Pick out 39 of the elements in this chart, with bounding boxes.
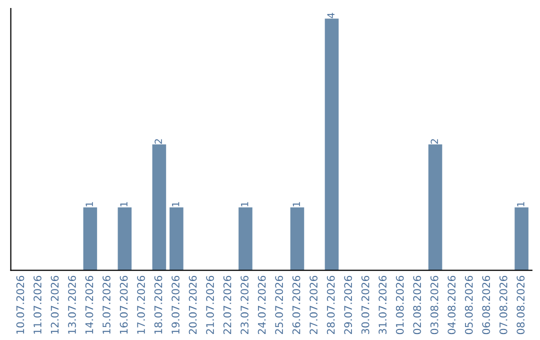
x-tick-label: 31.07.2026: [378, 276, 387, 334]
x-tick-label: 17.07.2026: [137, 276, 145, 334]
data-label: 1: [292, 202, 300, 206]
data-label: 1: [172, 202, 180, 206]
x-tick-label: 29.07.2026: [344, 276, 352, 334]
x-tick-label: 12.07.2026: [50, 276, 59, 334]
x-tick-label: 16.07.2026: [120, 276, 128, 334]
x-tick-label: 20.07.2026: [188, 276, 197, 334]
data-label: 1: [517, 202, 524, 206]
x-tick-label: 21.07.2026: [206, 276, 214, 334]
data-label: 2: [430, 139, 438, 144]
x-tick-label: 15.07.2026: [102, 276, 110, 334]
data-label: 1: [241, 202, 248, 206]
x-tick-label: 07.08.2026: [499, 276, 508, 334]
x-tick-label: 10.07.2026: [16, 276, 24, 334]
x-tick-label: 18.07.2026: [154, 276, 162, 334]
x-tick-label: 01.08.2026: [396, 276, 404, 334]
x-tick-label: 02.08.2026: [413, 276, 422, 334]
data-label: 1: [86, 202, 93, 206]
x-tick-label: 19.07.2026: [172, 276, 180, 334]
x-tick-label: 11.07.2026: [34, 276, 42, 334]
x-tick-label: 13.07.2026: [68, 276, 76, 334]
x-tick-label: 26.07.2026: [292, 276, 300, 334]
x-tick-label: 28.07.2026: [326, 276, 335, 334]
x-tick-label: 23.07.2026: [240, 276, 248, 334]
x-tick-label: 14.07.2026: [85, 276, 94, 334]
x-tick-label: 27.07.2026: [310, 276, 318, 334]
x-tick-label: 30.07.2026: [361, 276, 370, 334]
x-tick-label: 05.08.2026: [464, 276, 473, 334]
data-label: 1: [120, 202, 128, 206]
data-label: 4: [327, 12, 334, 18]
x-tick-label: 06.08.2026: [482, 276, 490, 334]
data-label: 2: [154, 139, 162, 144]
x-tick-label: 08.08.2026: [516, 276, 525, 334]
x-tick-label: 25.07.2026: [275, 276, 283, 334]
x-tick-label: 24.07.2026: [258, 276, 266, 334]
x-tick-label: 03.08.2026: [430, 276, 438, 334]
x-tick-label: 04.08.2026: [448, 276, 456, 334]
x-tick-label: 22.07.2026: [223, 276, 232, 334]
